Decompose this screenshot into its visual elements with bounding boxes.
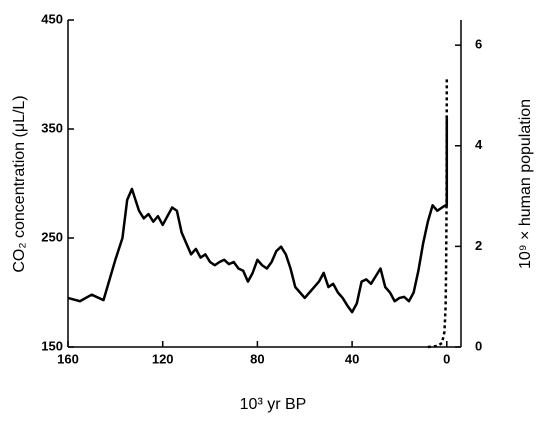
- x-tick-label: 160: [57, 351, 79, 366]
- y-tick-label: 450: [41, 11, 63, 26]
- y2-tick-label: 6: [475, 37, 482, 52]
- y2-tick-label: 2: [475, 238, 482, 253]
- y-axis-label: CO₂ concentration (μL/L): [11, 95, 28, 272]
- x-axis-label: 10³ yr BP: [240, 396, 307, 413]
- x-tick-label: 0: [443, 351, 450, 366]
- y2-axis-label: 10⁹ × human population: [517, 99, 534, 269]
- series-line: [67, 118, 449, 314]
- y2-tick-label: 0: [475, 338, 482, 353]
- x-tick-label: 80: [250, 351, 264, 366]
- y2-tick-label: 4: [475, 137, 483, 152]
- y-tick-label: 350: [41, 120, 63, 135]
- y-tick-label: 250: [41, 229, 63, 244]
- y-tick-label: 150: [41, 338, 63, 353]
- x-tick-label: 40: [345, 351, 359, 366]
- x-tick-label: 120: [152, 351, 174, 366]
